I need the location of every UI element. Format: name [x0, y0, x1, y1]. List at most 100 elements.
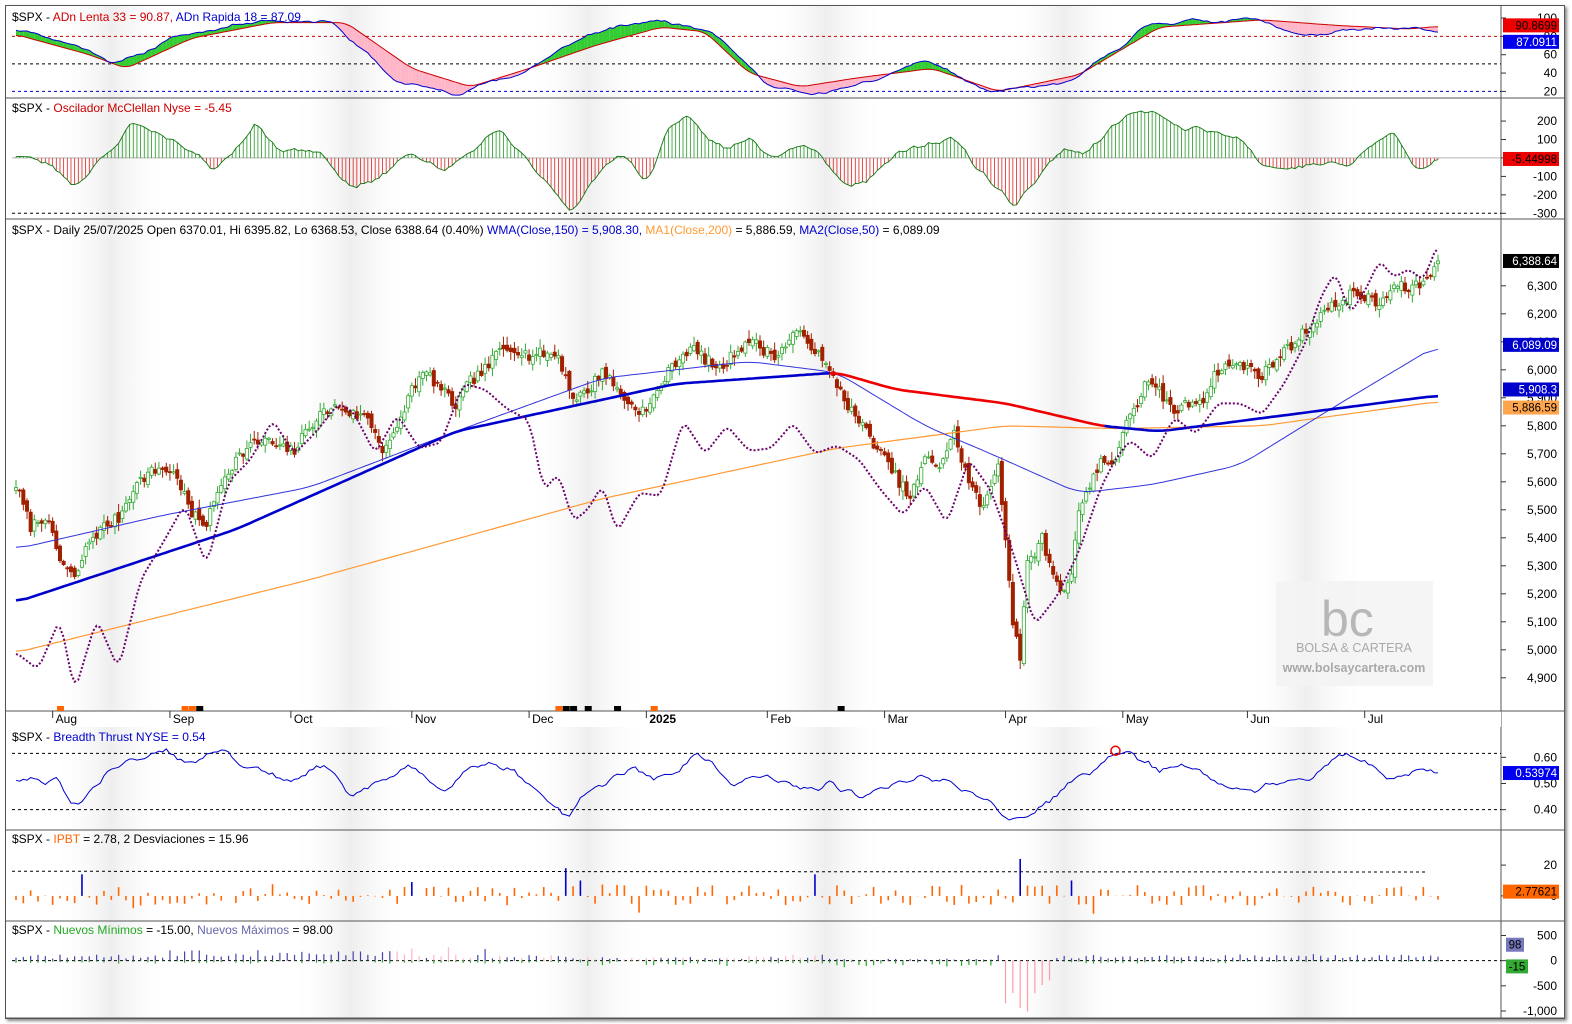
- ad-fill-up: [631, 23, 636, 36]
- candle-body: [937, 467, 942, 470]
- ad-fill-up: [78, 46, 82, 53]
- candle-body: [340, 408, 345, 411]
- candle-body: [1007, 539, 1012, 581]
- ad-fill-down: [778, 80, 782, 89]
- y-tick-label-p6: 0: [1550, 954, 1557, 968]
- candle-body: [1172, 405, 1177, 414]
- ad-fill-up: [628, 24, 632, 37]
- x-month-label: Oct: [294, 712, 313, 726]
- candle-body: [175, 469, 180, 479]
- candle-body: [523, 350, 528, 354]
- chart-canvas[interactable]: 1008060402090.869987.09112001000-100-200…: [6, 6, 1564, 1018]
- candle-body: [321, 408, 326, 415]
- candle-body: [138, 476, 143, 479]
- candle-body: [611, 376, 616, 387]
- candle-body: [197, 507, 202, 521]
- candle-body: [1205, 392, 1210, 403]
- candle-body: [380, 445, 385, 454]
- candle-body: [838, 386, 843, 390]
- event-marker: [555, 706, 563, 711]
- candle-body: [171, 471, 176, 474]
- ad-fill-down: [807, 85, 812, 95]
- candle-body: [1351, 287, 1356, 292]
- price-tag-1-bg: [1503, 337, 1559, 352]
- month-band: [529, 219, 647, 711]
- ad-fill-down: [1284, 21, 1288, 31]
- candle-body: [468, 375, 473, 383]
- ad-fill-down: [411, 67, 416, 85]
- candle-body: [845, 398, 850, 411]
- candle-body: [1249, 362, 1254, 367]
- candle-body: [1425, 276, 1430, 279]
- event-marker: [196, 706, 204, 711]
- candle-body: [908, 495, 913, 499]
- ad-fill-down: [1335, 25, 1340, 32]
- candle-body: [1131, 407, 1136, 417]
- watermark: bc BOLSA & CARTERA www.bolsaycartera.com: [1276, 581, 1433, 686]
- candle-body: [1054, 575, 1059, 582]
- candle-body: [112, 514, 117, 528]
- candle-body: [699, 350, 704, 356]
- ad-fill-up: [140, 53, 145, 62]
- candle-body: [1318, 312, 1323, 322]
- candle-body: [211, 501, 216, 507]
- candle-body: [252, 438, 257, 441]
- candle-body: [83, 546, 88, 557]
- ad-fill-down: [1313, 23, 1318, 36]
- event-marker: [584, 706, 592, 711]
- candle-body: [461, 389, 466, 398]
- candle-body: [431, 370, 436, 387]
- mcclellan-tag: -5.44998: [1512, 154, 1557, 166]
- candle-body: [1337, 305, 1342, 311]
- candle-body: [1392, 284, 1397, 289]
- candle-body: [28, 511, 33, 533]
- y-tick-label-p1: 60: [1544, 48, 1558, 62]
- ad-fill-down: [1276, 20, 1281, 29]
- ad-rapida-line: [15, 17, 1439, 96]
- month-band: [1247, 830, 1365, 921]
- ad-fill-down: [378, 45, 383, 70]
- price-tag-2-bg: [1503, 382, 1559, 397]
- ad-fill-up: [617, 24, 621, 40]
- ad-fill-down: [873, 75, 878, 82]
- candlesticks: [13, 254, 1441, 670]
- candle-body: [703, 353, 708, 365]
- candle-body: [1344, 301, 1349, 304]
- candle-body: [318, 411, 323, 426]
- candle-body: [281, 443, 286, 447]
- breadth-thrust-line: [15, 748, 1439, 821]
- price-tick-label: 6,200: [1527, 307, 1557, 321]
- ad-fill-down: [1302, 22, 1307, 36]
- ad-fill-up: [562, 46, 566, 57]
- candle-body: [1285, 343, 1290, 346]
- candle-body: [600, 368, 605, 382]
- candle-body: [17, 489, 22, 492]
- watermark-url: www.bolsaycartera.com: [1282, 661, 1426, 675]
- candle-body: [472, 377, 477, 384]
- ad-fill-up: [661, 20, 665, 29]
- candle-body: [644, 409, 649, 412]
- candle-body: [992, 474, 997, 484]
- ad-fill-down: [367, 37, 372, 58]
- candle-body: [673, 360, 678, 368]
- ad-fill-up: [613, 26, 618, 41]
- candle-body: [1175, 410, 1180, 414]
- candle-body: [911, 484, 916, 497]
- candle-body: [941, 458, 946, 465]
- candle-body: [900, 481, 905, 492]
- candle-body: [1300, 328, 1305, 342]
- ad-fill-up: [41, 36, 46, 43]
- ad-fill-down: [375, 42, 379, 65]
- y-tick-label-p4: 0.60: [1534, 750, 1558, 764]
- ad-fill-down: [444, 78, 449, 94]
- candle-body: [1139, 396, 1144, 404]
- x-month-label: Mar: [888, 712, 909, 726]
- x-month-label: Nov: [415, 712, 436, 726]
- candle-body: [1179, 404, 1184, 411]
- ad-fill-up: [1148, 23, 1153, 34]
- thrust-signal-circle: [1110, 745, 1121, 757]
- ad-fill-up: [683, 25, 687, 30]
- ad-fill-up: [642, 22, 647, 33]
- ad-fill-up: [133, 54, 137, 66]
- ad-fill-down: [441, 77, 445, 92]
